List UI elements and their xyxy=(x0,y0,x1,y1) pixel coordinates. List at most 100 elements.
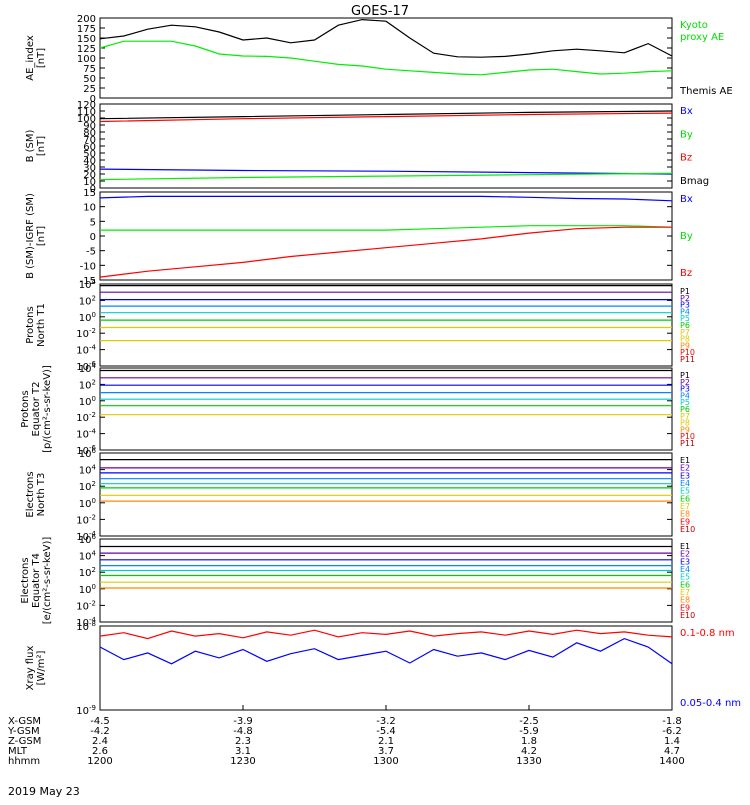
legend-entry: E1 xyxy=(680,542,690,551)
legend-entry: E3 xyxy=(680,471,690,480)
y-tick-label: 30 xyxy=(83,163,96,174)
y-tick-label: 10 xyxy=(83,177,96,188)
x-row-label: Y-GSM xyxy=(7,726,40,737)
y-axis-label: [nT] xyxy=(36,136,47,156)
y-axis-label: Protons xyxy=(20,390,31,427)
y-tick-label: 80 xyxy=(83,128,96,139)
x-column-value: 2.3 xyxy=(235,736,251,747)
legend-entry: P10 xyxy=(680,348,695,357)
legend-entry: P3 xyxy=(680,301,690,310)
y-tick-label: -10 xyxy=(80,261,96,272)
y-tick-label: 104 xyxy=(79,362,97,375)
panel-frame xyxy=(99,17,673,99)
y-axis-label: Protons xyxy=(25,306,36,343)
y-tick-label: 40 xyxy=(83,156,96,167)
y-axis-label: North T1 xyxy=(36,303,47,347)
y-tick-label: 100 xyxy=(79,497,96,510)
legend-entry: P9 xyxy=(680,341,690,350)
y-tick-label: 0 xyxy=(90,184,96,195)
legend-entry: 0.05-0.4 nm xyxy=(680,698,741,709)
legend-entry: P4 xyxy=(680,391,690,400)
legend-entry: P10 xyxy=(680,432,695,441)
y-tick-label: 102 xyxy=(79,566,96,579)
y-tick-label: 104 xyxy=(79,464,97,477)
panel-frame xyxy=(99,625,673,711)
y-tick-label: 10-2 xyxy=(76,327,96,340)
y-tick-label: 10-2 xyxy=(76,513,96,526)
legend-entry: Themis AE xyxy=(679,86,733,97)
y-tick-label: 10-2 xyxy=(76,599,96,612)
y-tick-label: 10-8 xyxy=(76,620,96,633)
legend-entry: E8 xyxy=(680,510,690,519)
y-tick-label: -15 xyxy=(80,276,96,287)
y-tick-label: 50 xyxy=(83,149,96,160)
y-axis-label: B (SM)-IGRF (SM) xyxy=(25,193,36,279)
x-column-value: 4.7 xyxy=(664,746,680,757)
y-tick-label: 100 xyxy=(77,114,96,125)
y-tick-label: 10-2 xyxy=(76,411,96,424)
x-row-label: MLT xyxy=(8,746,28,757)
y-tick-label: 104 xyxy=(79,278,97,291)
y-tick-label: 5 xyxy=(90,217,96,228)
legend-entry: E7 xyxy=(680,588,690,597)
x-column-value: 1400 xyxy=(659,756,684,767)
legend-entry: proxy AE xyxy=(680,32,724,43)
y-axis-label: [nT] xyxy=(36,48,47,68)
legend-entry: E10 xyxy=(680,611,695,620)
x-column-value: -6.2 xyxy=(662,726,682,737)
panel-frame xyxy=(99,367,673,451)
series-line-bx xyxy=(99,168,673,175)
x-column-value: -3.9 xyxy=(233,716,253,727)
y-tick-label: 0 xyxy=(90,232,96,243)
y-tick-label: 106 xyxy=(79,447,97,460)
y-tick-label: 90 xyxy=(83,121,96,132)
y-axis-label: Equator T4 xyxy=(31,553,42,608)
y-axis-label: [p/(cm²-s-sr-keV)] xyxy=(42,365,53,453)
x-row-label: Z-GSM xyxy=(8,736,41,747)
legend-entry: E8 xyxy=(680,596,690,605)
legend-entry: E9 xyxy=(680,517,690,526)
y-tick-label: 50 xyxy=(83,74,96,85)
y-tick-label: 106 xyxy=(79,533,97,546)
x-column-value: -4.8 xyxy=(233,726,253,737)
panel-frame xyxy=(99,452,673,537)
series-line-kyoto-proxy-ae xyxy=(99,40,673,76)
legend-entry: P1 xyxy=(680,371,690,380)
legend-entry: E9 xyxy=(680,603,690,612)
x-column-value: 2.6 xyxy=(92,746,108,757)
legend-entry: Kyoto xyxy=(680,20,708,31)
legend-entry: E1 xyxy=(680,456,690,465)
y-tick-label: 100 xyxy=(77,54,96,65)
x-column-value: -4.2 xyxy=(90,726,110,737)
x-column-value: -5.4 xyxy=(376,726,396,737)
legend-entry: E2 xyxy=(680,464,690,473)
x-column-value: 1.4 xyxy=(664,736,680,747)
y-tick-label: -5 xyxy=(86,247,96,258)
series-line-bz xyxy=(99,226,672,278)
x-column-value: 1330 xyxy=(516,756,541,767)
x-column-value: 1.8 xyxy=(521,736,537,747)
y-tick-label: 120 xyxy=(77,100,96,111)
x-column-value: 1230 xyxy=(230,756,255,767)
legend-entry: Bx xyxy=(680,106,693,117)
legend-entry: P11 xyxy=(680,355,695,364)
legend-entry: P3 xyxy=(680,385,690,394)
legend-entry: P9 xyxy=(680,425,690,434)
legend-entry: E7 xyxy=(680,502,690,511)
legend-entry: P6 xyxy=(680,405,690,414)
series-line-bmag xyxy=(99,110,673,120)
legend-entry: E6 xyxy=(680,580,690,589)
panel-frame xyxy=(99,283,673,367)
series-line-by xyxy=(99,172,673,181)
legend-entry: E4 xyxy=(680,565,690,574)
y-tick-label: 100 xyxy=(79,583,96,596)
panel-frame xyxy=(99,538,673,623)
y-axis-label: Electrons xyxy=(25,471,36,517)
x-column-value: -2.5 xyxy=(519,716,539,727)
